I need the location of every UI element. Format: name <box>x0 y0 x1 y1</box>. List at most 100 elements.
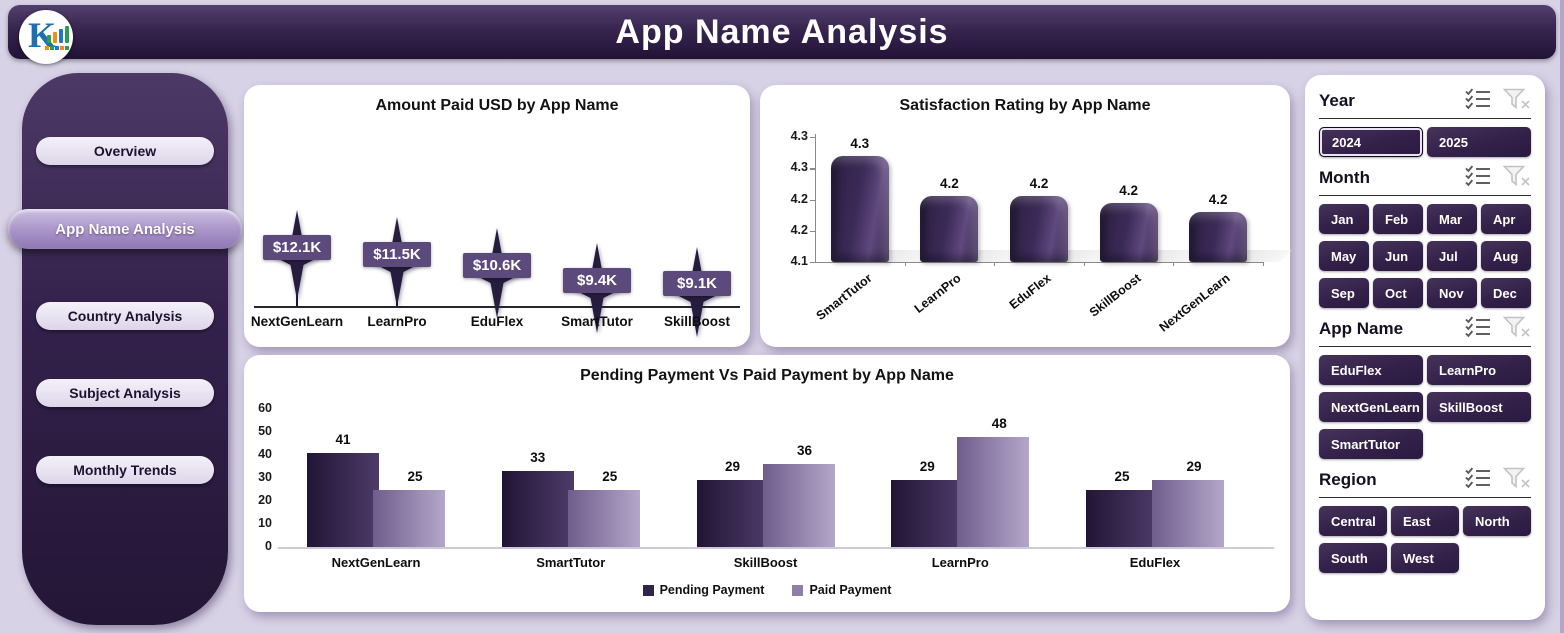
sidebar-nav: Overview App Name Analysis Country Analysi… <box>8 73 242 625</box>
slicer-option-eduflex[interactable]: EduFlex <box>1319 355 1423 385</box>
chart-title-amount-paid: Amount Paid USD by App Name <box>375 97 619 114</box>
y-tick-mark <box>810 262 815 264</box>
slicer-option-east[interactable]: East <box>1391 506 1459 536</box>
data-label-paid: 36 <box>796 443 813 459</box>
slicer-option-nextgenlearn[interactable]: NextGenLearn <box>1319 392 1423 422</box>
value-label: $10.6K <box>463 252 531 278</box>
slicer-option-west[interactable]: West <box>1391 543 1459 573</box>
sidebar-item-overview[interactable]: Overview <box>36 137 214 165</box>
logo-bars-icon <box>47 26 69 43</box>
sidebar-item-monthly-trends[interactable]: Monthly Trends <box>36 456 214 484</box>
slicer-icon-group <box>1464 164 1531 192</box>
category-label: SmartTutor <box>561 314 633 329</box>
chart-title-payments: Pending Payment Vs Paid Payment by App N… <box>580 367 954 384</box>
sidebar-item-subject-analysis[interactable]: Subject Analysis <box>36 379 214 407</box>
slicer-title-year: Year <box>1319 91 1355 110</box>
slicer-option-sep[interactable]: Sep <box>1319 278 1369 308</box>
data-label-paid: 48 <box>991 415 1007 431</box>
data-label-pending: 41 <box>335 431 351 447</box>
amount-paid-chart-card: Amount Paid USD by App Name $12.1K NextGe… <box>244 85 750 347</box>
slicer-option-apr[interactable]: Apr <box>1481 204 1531 234</box>
x-tick-mark <box>904 262 906 266</box>
y-tick-label: 4.3 <box>790 160 808 175</box>
legend-label: Pending Payment <box>659 583 765 597</box>
satisfaction-bar <box>920 196 979 262</box>
slicer-option-central[interactable]: Central <box>1319 506 1387 536</box>
legend-swatch <box>792 584 804 596</box>
paid-payment-bar <box>373 489 445 547</box>
category-label: SkillBoost <box>733 555 798 570</box>
y-tick-label: 10 <box>258 516 272 530</box>
chart-title-satisfaction: Satisfaction Rating by App Name <box>899 97 1151 114</box>
x-axis-line <box>278 547 1274 549</box>
y-tick-label: 4.2 <box>790 222 808 237</box>
clear-filter-icon[interactable] <box>1502 467 1531 494</box>
slicer-option-smarttutor[interactable]: SmartTutor <box>1319 429 1423 459</box>
payments-chart-card: Pending Payment Vs Paid Payment by App N… <box>244 355 1290 612</box>
clear-filter-icon[interactable] <box>1502 165 1531 192</box>
y-tick-label: 4.1 <box>790 254 808 268</box>
pending-payment-bar <box>307 452 379 547</box>
slicer-option-mar[interactable]: Mar <box>1427 204 1477 234</box>
slicer-option-2024[interactable]: 2024 <box>1319 127 1423 157</box>
slicer-option-aug[interactable]: Aug <box>1481 241 1531 271</box>
y-tick-label: 4.3 <box>790 129 808 143</box>
pending-payment-bar <box>1086 489 1158 547</box>
slicer-option-jan[interactable]: Jan <box>1319 204 1369 234</box>
slicer-divider <box>1319 497 1531 498</box>
y-tick-label: 50 <box>258 424 272 438</box>
data-label-paid: 29 <box>1186 459 1202 475</box>
sidebar-item-app-name-analysis[interactable]: App Name Analysis <box>8 209 242 249</box>
slicer-options-app-name: EduFlex LearnPro NextGenLearn SkillBoost Sma… <box>1319 355 1531 459</box>
category-label: LearnPro <box>912 271 965 316</box>
category-label: SmartTutor <box>813 271 875 323</box>
satisfaction-bar <box>1010 196 1068 262</box>
slicer-header-year: Year <box>1319 85 1531 117</box>
slicer-option-learnpro[interactable]: LearnPro <box>1427 355 1531 385</box>
category-label: NextGenLearn <box>331 555 421 570</box>
clear-filter-icon[interactable] <box>1502 88 1531 115</box>
pending-payment-bar <box>891 480 964 547</box>
x-tick-mark <box>1173 262 1175 266</box>
clear-filter-icon[interactable] <box>1502 316 1531 343</box>
slicer-option-dec[interactable]: Dec <box>1481 278 1531 308</box>
slicer-option-skillboost[interactable]: SkillBoost <box>1427 392 1531 422</box>
slicer-option-2025[interactable]: 2025 <box>1427 127 1531 157</box>
slicer-option-jun[interactable]: Jun <box>1373 241 1423 271</box>
y-tick-mark <box>810 230 815 233</box>
pending-payment-bar <box>696 480 769 547</box>
multiselect-icon[interactable] <box>1464 164 1491 192</box>
pending-payment-bar <box>501 471 574 547</box>
slicer-option-south[interactable]: South <box>1319 543 1387 573</box>
slicer-option-feb[interactable]: Feb <box>1373 204 1423 234</box>
y-tick-label: 20 <box>258 493 272 507</box>
slicer-month: Month Jan Feb Mar Apr May Jun Jul Aug Sep Oct Nov De… <box>1319 162 1531 308</box>
slicer-option-may[interactable]: May <box>1319 241 1369 271</box>
slicer-option-oct[interactable]: Oct <box>1373 278 1423 308</box>
category-label: SmartTutor <box>536 555 606 570</box>
slicer-option-nov[interactable]: Nov <box>1427 278 1477 308</box>
sidebar-item-country-analysis[interactable]: Country Analysis <box>36 302 214 330</box>
multiselect-icon[interactable] <box>1464 87 1491 115</box>
multiselect-icon[interactable] <box>1464 315 1491 343</box>
value-label: $9.1K <box>663 271 731 297</box>
x-tick-mark <box>994 262 996 266</box>
slicer-header-month: Month <box>1319 162 1531 194</box>
slicer-option-jul[interactable]: Jul <box>1427 241 1477 271</box>
legend-swatch <box>642 584 654 596</box>
app-logo: K <box>19 10 73 64</box>
satisfaction-bar <box>830 155 889 262</box>
header-bar: K App Name Analysis <box>8 5 1556 64</box>
data-label-pending: 33 <box>530 450 546 466</box>
paid-payment-bar <box>957 436 1030 547</box>
multiselect-icon[interactable] <box>1464 466 1491 494</box>
category-label: EduFlex <box>1006 271 1054 312</box>
category-label: NextGenLearn <box>1156 271 1233 335</box>
y-tick-mark <box>810 168 815 170</box>
data-label-paid: 25 <box>602 468 618 484</box>
slicer-header-region: Region <box>1319 464 1531 496</box>
data-label-pending: 29 <box>919 459 935 475</box>
slicer-option-north[interactable]: North <box>1463 506 1531 536</box>
amount-paid-plot: $12.1K NextGenLearn $11.5K LearnPro $10.6K Ed… <box>244 85 750 347</box>
data-label-paid: 25 <box>407 468 423 484</box>
